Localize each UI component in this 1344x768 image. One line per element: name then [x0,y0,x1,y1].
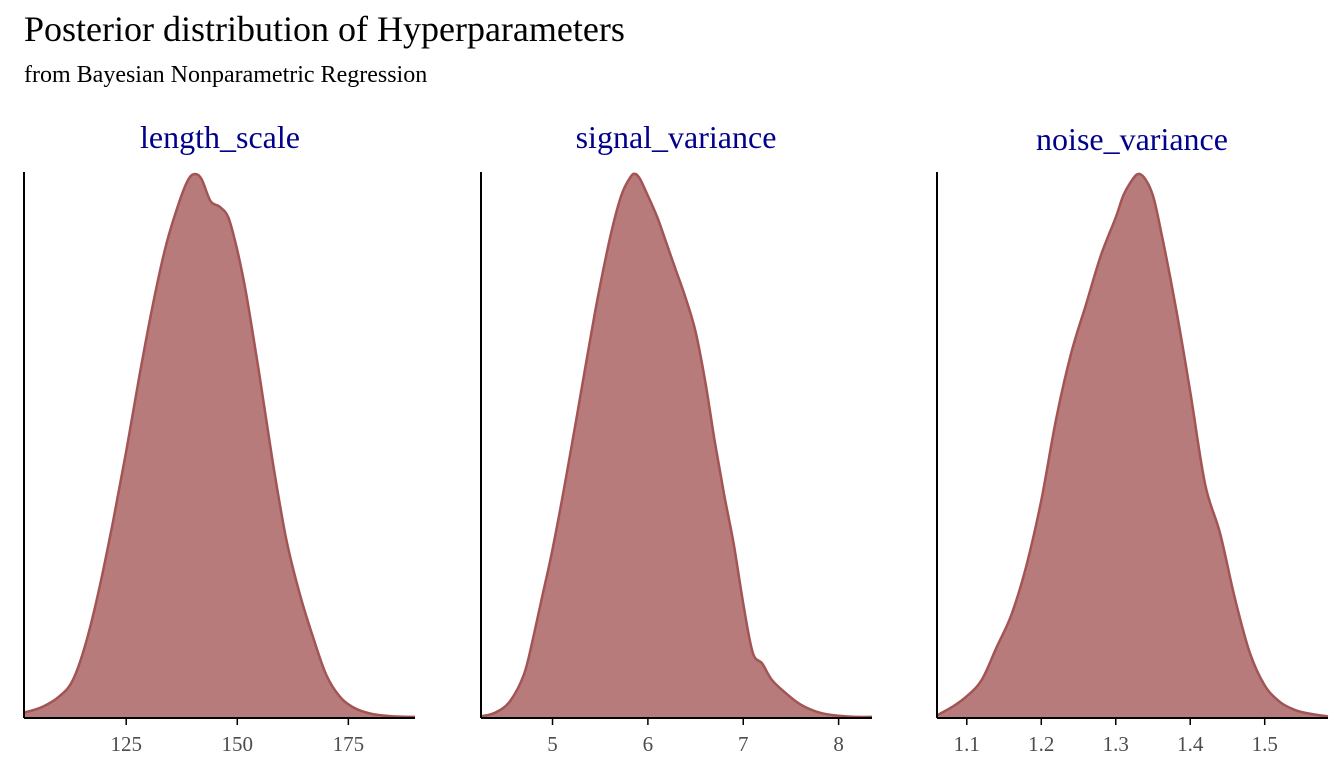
panel-length-scale: length_scale 125 150 175 [23,119,416,756]
density-area-noise-variance [937,173,1328,718]
x-tick-label: 1.1 [954,732,980,756]
density-line-signal-variance [480,172,873,719]
x-tick-label: 5 [547,732,558,756]
x-tick-label: 175 [333,732,365,756]
x-tick-label: 1.4 [1177,732,1204,756]
x-tick-label: 125 [110,732,142,756]
panel-noise-variance: noise_variance 1.1 1.2 1.3 1.4 1.5 [936,121,1329,756]
panel-title-noise-variance: noise_variance [1036,121,1228,157]
x-tick-label: 6 [643,732,654,756]
x-tick-label: 1.3 [1103,732,1129,756]
density-line-length-scale [23,172,416,719]
chart-title: Posterior distribution of Hyperparameter… [24,9,625,49]
density-area-signal-variance [481,173,872,718]
panel-signal-variance: signal_variance 5 6 7 8 [480,119,873,756]
x-tick-label: 8 [833,732,844,756]
density-area-length-scale [24,174,415,718]
panel-title-length-scale: length_scale [140,119,300,155]
panel-title-signal-variance: signal_variance [576,119,777,155]
chart-subtitle: from Bayesian Nonparametric Regression [24,62,428,88]
density-line-noise-variance [936,172,1329,718]
x-tick-label: 150 [222,732,254,756]
x-tick-label: 7 [738,732,749,756]
x-tick-label: 1.5 [1252,732,1278,756]
x-tick-label: 1.2 [1028,732,1054,756]
